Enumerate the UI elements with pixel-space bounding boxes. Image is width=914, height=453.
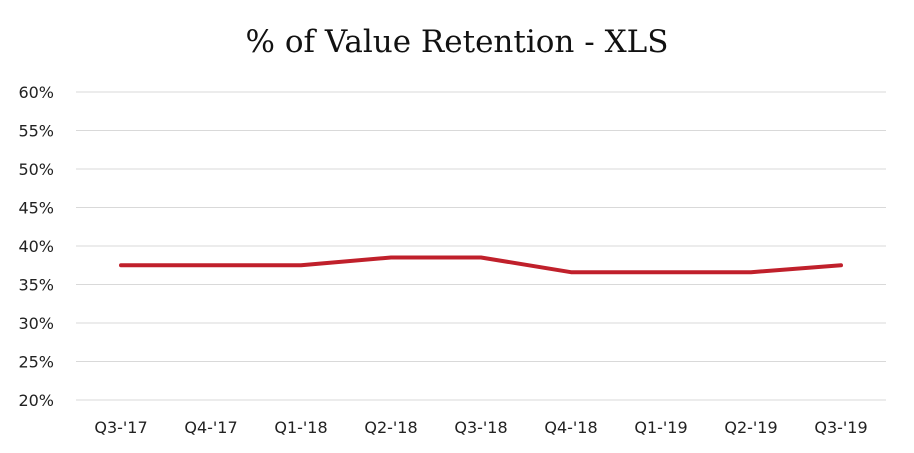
- x-tick-label: Q1-'18: [274, 418, 327, 437]
- y-tick-label: 25%: [18, 353, 54, 372]
- y-tick-label: 55%: [18, 122, 54, 141]
- y-tick-label: 35%: [18, 276, 54, 295]
- x-tick-label: Q4-'17: [184, 418, 237, 437]
- y-tick-label: 60%: [18, 83, 54, 102]
- y-tick-label: 20%: [18, 391, 54, 410]
- x-tick-label: Q2-'19: [724, 418, 777, 437]
- x-tick-label: Q2-'18: [364, 418, 417, 437]
- y-tick-label: 40%: [18, 237, 54, 256]
- series-line: [119, 255, 843, 275]
- y-tick-label: 30%: [18, 314, 54, 333]
- y-axis-ticks: 20% 25% 30% 35% 40% 45% 50% 55% 60%: [18, 83, 54, 410]
- x-tick-label: Q1-'19: [634, 418, 687, 437]
- chart-title: % of Value Retention - XLS: [246, 24, 669, 60]
- x-tick-label: Q3-'18: [454, 418, 507, 437]
- x-tick-label: Q3-'17: [94, 418, 147, 437]
- y-tick-label: 45%: [18, 199, 54, 218]
- x-tick-label: Q3-'19: [814, 418, 867, 437]
- y-tick-label: 50%: [18, 160, 54, 179]
- x-axis-ticks: Q3-'17 Q4-'17 Q1-'18 Q2-'18 Q3-'18 Q4-'18 Q1-'…: [94, 418, 867, 437]
- series-layer: [119, 255, 843, 275]
- x-tick-label: Q4-'18: [544, 418, 597, 437]
- gridlines: [76, 91, 886, 401]
